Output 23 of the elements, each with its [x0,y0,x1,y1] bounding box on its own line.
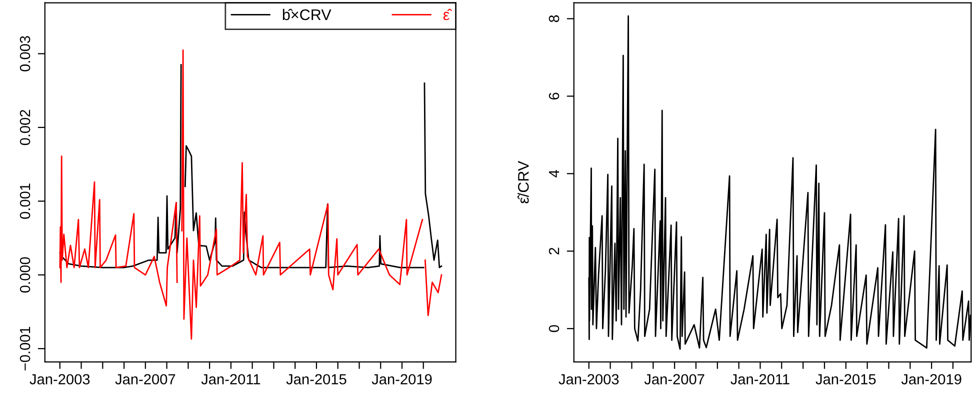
x-tick-label: Jan-2003 [30,374,90,384]
y-tick-label: 8 [548,15,560,22]
x-tick-label: Jan-2007 [115,374,176,384]
x-tick-label: Jan-2007 [644,374,704,384]
x-tick-label: Jan-2003 [558,374,619,384]
x-tick-label: Jan-2015 [286,374,346,384]
y-tick-label: 0.000 [20,257,30,293]
legend-label: b̂×CRV [282,8,332,20]
y-tick-label: 0.003 [20,36,30,72]
x-tick-label: Jan-2015 [816,374,876,384]
y-tick-label: 0 [548,325,560,332]
y-tick-label: −0.001 [20,326,30,370]
x-tick-label: Jan-2011 [201,374,260,384]
x-tick-label: Jan-2011 [730,374,790,384]
x-tick-label: Jan-2019 [372,374,432,384]
y-tick-label: 0.002 [20,110,30,146]
y-tick-label: 4 [549,170,560,178]
y-axis-title: ε̂/CRV [518,160,529,204]
x-tick-label: Jan-2019 [901,374,962,384]
legend-label: ε̂ [443,8,452,20]
y-tick-label: 0.001 [20,184,30,219]
y-tick-label: 6 [548,92,560,100]
y-tick-label: 2 [548,248,560,254]
